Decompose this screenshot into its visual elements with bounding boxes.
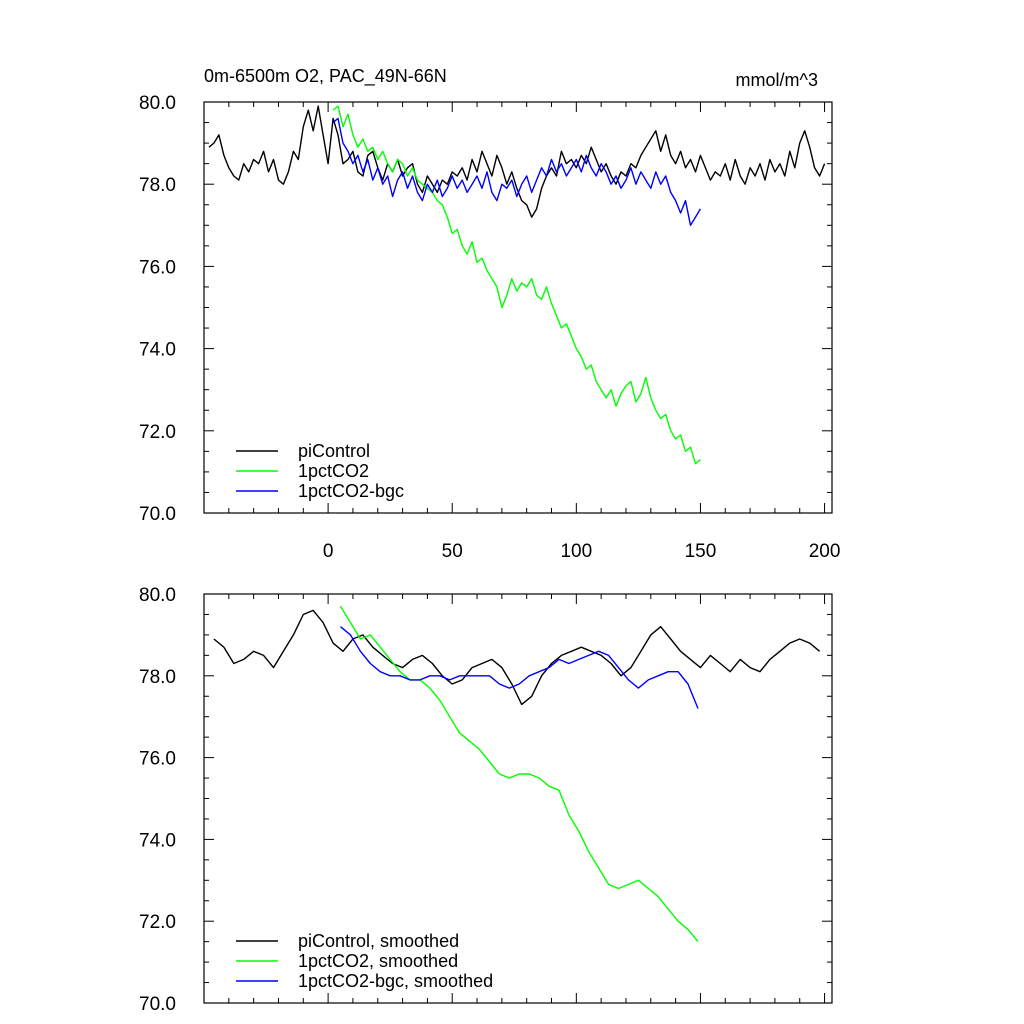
x-tick-label: 100 [560, 541, 592, 562]
series-line-picontrol [208, 105, 826, 218]
y-tick-label: 74.0 [139, 340, 176, 361]
series-line-picontrol-smoothed [213, 609, 821, 706]
legend-label: 1pctCO2 [298, 461, 369, 481]
y-tick-label: 72.0 [139, 422, 176, 443]
y-tick-label: 78.0 [139, 175, 176, 196]
x-tick-label: 0 [323, 541, 334, 562]
x-tick-label: 150 [685, 541, 717, 562]
series-line-1pctco2-bgc [332, 117, 702, 227]
y-tick-label: 70.0 [139, 504, 176, 525]
y-tick-label: 76.0 [139, 749, 176, 770]
series-line-1pctco2-smoothed [339, 605, 699, 943]
y-tick-label: 74.0 [139, 830, 176, 851]
y-tick-label: 80.0 [139, 93, 176, 114]
top-panel: 0 50 100 150 200 70.0 72.0 74.0 76.0 78.0 80.0 piCo… [139, 93, 840, 562]
legend-label: piControl, smoothed [298, 931, 459, 951]
legend-label: 1pctCO2-bgc [298, 481, 404, 501]
y-tick-label: 72.0 [139, 912, 176, 933]
bottom-panel: 70.0 72.0 74.0 76.0 78.0 80.0 piControl, smoot… [139, 585, 833, 1015]
y-tick-label: 78.0 [139, 667, 176, 688]
x-tick-label: 200 [809, 541, 841, 562]
legend-label: piControl [298, 441, 370, 461]
chart-title: 0m-6500m O2, PAC_49N-66N [204, 66, 447, 87]
x-tick-label: 50 [442, 541, 463, 562]
units-label: mmol/m^3 [736, 70, 818, 90]
legend-label: 1pctCO2, smoothed [298, 951, 458, 971]
series-line-1pctco2 [332, 105, 701, 465]
legend-label: 1pctCO2-bgc, smoothed [298, 971, 493, 991]
series-line-1pctco2-bgc-smoothed [340, 626, 699, 709]
y-tick-label: 76.0 [139, 257, 176, 278]
y-tick-label: 80.0 [139, 585, 176, 606]
y-tick-label: 70.0 [139, 994, 176, 1015]
